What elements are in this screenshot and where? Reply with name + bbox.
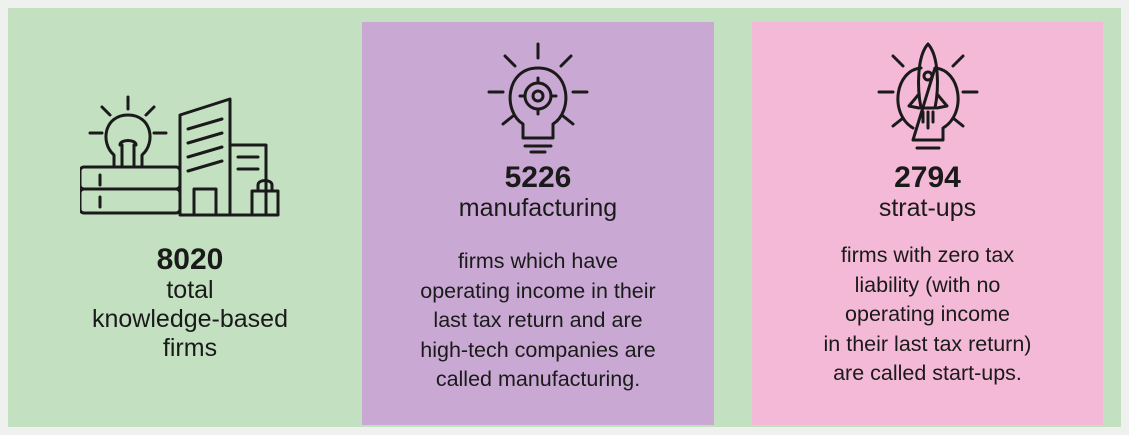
- label-line: total: [166, 276, 214, 304]
- manufacturing-block: 5226 manufacturing firms which have oper…: [362, 162, 714, 395]
- manufacturing-description: firms which have operating income in the…: [362, 247, 714, 395]
- description-line: operating income in their: [420, 278, 656, 303]
- description-line: called manufacturing.: [435, 367, 641, 391]
- manufacturing-label: manufacturing: [362, 194, 714, 223]
- description-line: in their last tax return): [823, 331, 1032, 356]
- manufacturing-number: 5226: [504, 161, 572, 194]
- description-line: last tax return and are: [433, 308, 643, 332]
- description-line: firms which have: [457, 249, 619, 273]
- manufacturing-panel: [362, 22, 714, 425]
- total-block: 8020 total knowledge-based firms: [40, 244, 340, 363]
- description-line: operating income: [845, 302, 1010, 326]
- startups-number: 2794: [894, 161, 961, 194]
- description-line: liability (with no: [854, 272, 1001, 297]
- description-line: firms with zero tax: [840, 243, 1015, 267]
- label-line: manufacturing: [458, 194, 618, 222]
- description-line: high-tech companies are: [420, 337, 656, 362]
- gear-bulb-icon: [487, 42, 589, 154]
- label-line: firms: [162, 334, 218, 362]
- total-number: 8020: [156, 243, 224, 276]
- label-line: strat-ups: [878, 194, 977, 222]
- startups-description: firms with zero tax liability (with no o…: [752, 241, 1103, 389]
- description-line: are called start-ups.: [833, 361, 1022, 385]
- label-line: knowledge-based: [92, 305, 288, 333]
- startups-label: strat-ups: [752, 194, 1103, 223]
- total-label: total knowledge-based firms: [40, 276, 340, 363]
- rocket-icon: [877, 42, 979, 150]
- startups-block: 2794 strat-ups firms with zero tax liabi…: [752, 162, 1103, 389]
- knowledge-icon: [80, 95, 280, 217]
